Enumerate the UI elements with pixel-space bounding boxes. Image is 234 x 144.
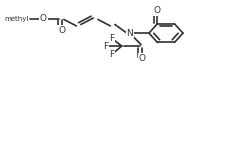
Text: O: O	[139, 54, 146, 63]
Text: O: O	[58, 26, 65, 35]
Text: F: F	[109, 34, 114, 43]
Text: F: F	[103, 42, 108, 51]
Text: methyl: methyl	[4, 16, 29, 22]
Text: N: N	[126, 29, 133, 38]
Text: O: O	[154, 6, 161, 15]
Text: O: O	[40, 14, 47, 23]
Text: F: F	[109, 50, 114, 59]
